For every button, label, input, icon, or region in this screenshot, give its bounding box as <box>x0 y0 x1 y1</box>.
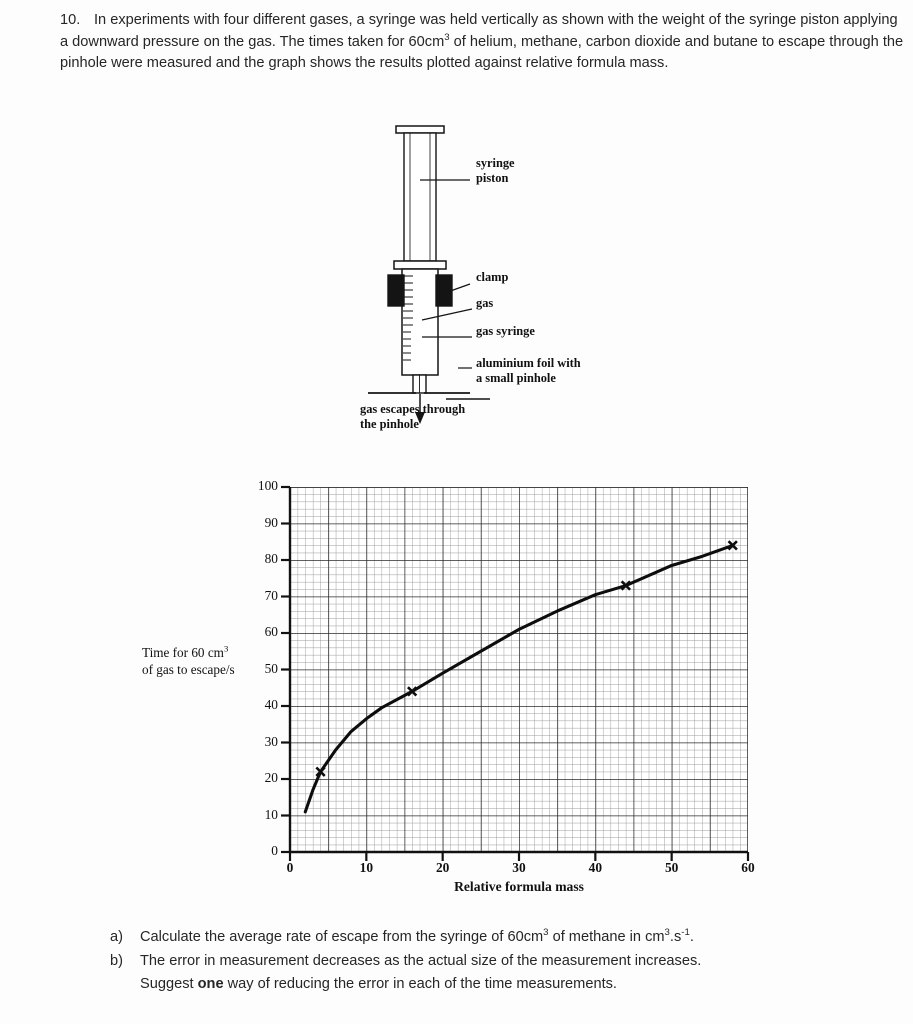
subquestion-b-marker: b) <box>110 953 123 969</box>
clamp-block-left <box>387 274 405 307</box>
label-gas-syringe: gas syringe <box>476 324 535 338</box>
data-point-butane <box>727 540 738 551</box>
y-tick-100: 100 <box>257 478 278 493</box>
sub-b-post: way of reducing the error in each of the… <box>223 976 617 992</box>
x-tick-20: 20 <box>435 860 450 875</box>
y-tick-0: 0 <box>271 843 278 858</box>
question-text-part-1: In experiments with four different gases… <box>60 12 898 50</box>
data-point-markers <box>315 540 738 777</box>
clamp-block-right <box>435 274 453 307</box>
sub-b-pre: Suggest <box>140 976 198 992</box>
sub-b-bold: one <box>197 976 224 992</box>
y-tick-10: 10 <box>264 806 278 822</box>
y-tick-20: 20 <box>264 770 278 785</box>
question-stem: 10. In experiments with four different g… <box>60 10 908 75</box>
piston-flange <box>393 260 447 270</box>
data-point-carbon-dioxide <box>620 580 631 591</box>
question-text: In experiments with four different gases… <box>60 12 903 71</box>
question-text-part-2: of helium, methane, carbon dioxide and b… <box>60 33 904 72</box>
x-tick-30: 30 <box>512 860 526 875</box>
label-aluminium-foil: aluminium foil with a small pinhole <box>476 356 581 385</box>
subquestion-b: b) The error in measurement decreases as… <box>110 950 910 996</box>
question-superscript-cubed: 3 <box>444 31 450 43</box>
y-tick-40: 40 <box>264 697 278 712</box>
label-gas: gas <box>476 296 494 310</box>
y-axis-label-line2: of gas to escape/s <box>142 662 235 677</box>
y-tick-80: 80 <box>264 551 278 566</box>
plot-svg <box>289 486 749 853</box>
sub-a-sup-1: 3 <box>543 927 549 939</box>
sub-a-sup-2: 3 <box>664 927 670 939</box>
y-tick-90: 90 <box>264 514 278 530</box>
leader-clamp <box>441 283 471 295</box>
y-tick-50: 50 <box>264 660 278 676</box>
x-axis-label: Relative formula mass <box>454 879 584 894</box>
syringe-apparatus-diagram: syringe piston clamp gas gas syringe alu… <box>350 118 670 438</box>
piston-top-plate <box>395 125 445 134</box>
leader-gas <box>421 308 473 321</box>
label-syringe-piston: syringe piston <box>476 156 515 185</box>
plot-area <box>289 486 749 853</box>
subquestion-a-marker: a) <box>110 929 123 945</box>
syringe-svg <box>368 125 490 424</box>
escape-arrow-head <box>415 412 425 424</box>
sub-a-part-4: . <box>689 929 694 945</box>
label-clamp: clamp <box>476 270 509 284</box>
sub-a-part-2: of methane in cm <box>548 929 665 945</box>
sub-a-part-3: .s <box>669 929 682 945</box>
sub-a-sup-3: -1 <box>681 927 690 939</box>
y-axis-label-line1: Time for 60 cm <box>142 645 224 660</box>
sub-a-part-1: Calculate the average rate of escape fro… <box>140 929 544 945</box>
x-tick-10: 10 <box>359 860 374 875</box>
y-tick-60: 60 <box>264 624 278 639</box>
data-point-helium <box>315 766 326 777</box>
y-tick-30: 30 <box>264 733 278 749</box>
y-axis-label: Time for 60 cm3 of gas to escape/s <box>142 644 274 678</box>
x-tick-60: 60 <box>741 860 755 875</box>
subquestion-a-text: Calculate the average rate of escape fro… <box>140 927 694 945</box>
data-point-methane <box>407 686 418 697</box>
subquestion-b-line1: The error in measurement decreases as th… <box>140 953 702 969</box>
axis-svg <box>281 485 750 861</box>
syringe-barrel <box>401 268 439 376</box>
y-axis-label-superscript: 3 <box>223 643 229 654</box>
subquestion-b-line2: Suggest one way of reducing the error in… <box>140 976 617 992</box>
piston-shaft <box>403 132 437 262</box>
subquestion-a: a) Calculate the average rate of escape … <box>110 926 910 949</box>
grid-major <box>290 487 748 852</box>
data-curve <box>303 543 735 814</box>
subquestions: a) Calculate the average rate of escape … <box>110 926 910 997</box>
label-gas-escapes: gas escapes through the pinhole <box>360 402 466 431</box>
question-number: 10. <box>60 12 81 28</box>
x-tick-50: 50 <box>664 860 679 875</box>
x-tick-40: 40 <box>588 860 603 875</box>
results-graph: Time for 60 cm3 of gas to escape/s <box>140 470 780 900</box>
x-tick-0: 0 <box>286 860 294 875</box>
y-tick-70: 70 <box>264 587 278 603</box>
